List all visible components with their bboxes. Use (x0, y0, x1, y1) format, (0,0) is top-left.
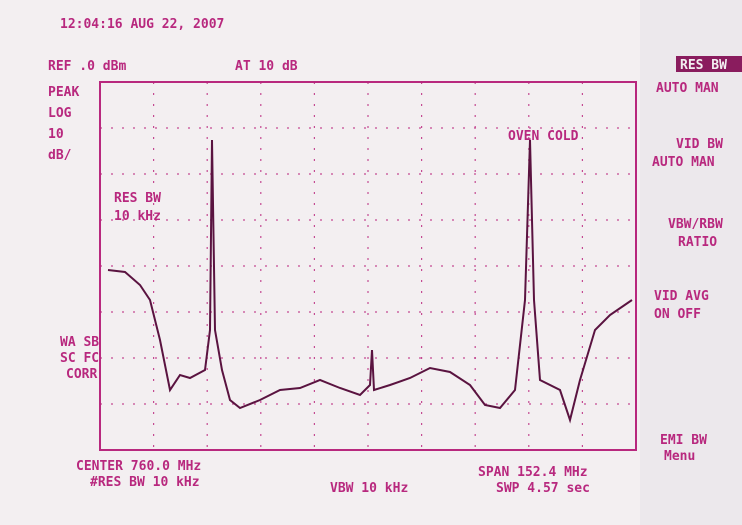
timestamp: 12:04:16 AUG 22, 2007 (60, 17, 224, 32)
softkey[interactable]: ON OFF (654, 307, 701, 322)
span: SPAN 152.4 MHz (478, 465, 588, 480)
softkey[interactable]: AUTO MAN (656, 81, 719, 96)
softkey-panel (640, 0, 742, 525)
trace (107, 139, 633, 424)
softkey[interactable]: Menu (664, 449, 695, 464)
scale: LOG (48, 106, 72, 121)
correction: CORR (66, 367, 97, 382)
res-bw-label: RES BW (114, 191, 161, 206)
detector: PEAK (48, 85, 79, 100)
softkey[interactable]: VBW/RBW (668, 217, 723, 232)
center-freq: CENTER 760.0 MHz (76, 459, 201, 474)
ref-level: REF .0 dBm (48, 59, 126, 74)
correction: WA SB (60, 335, 99, 350)
softkey[interactable]: RATIO (678, 235, 717, 250)
scale-value: 10 (48, 127, 64, 142)
graticule-border (99, 81, 637, 451)
softkey-highlight (676, 56, 742, 72)
status: OVEN COLD (508, 129, 579, 144)
softkey[interactable]: VID BW (676, 137, 723, 152)
res-bw-footer: #RES BW 10 kHz (90, 475, 200, 490)
res-bw-value: 10 kHz (114, 209, 161, 224)
softkey[interactable]: AUTO MAN (652, 155, 715, 170)
softkey[interactable]: RES BW (680, 58, 727, 73)
softkey[interactable]: VID AVG (654, 289, 709, 304)
softkey[interactable]: EMI BW (660, 433, 707, 448)
attenuation: AT 10 dB (235, 59, 298, 74)
vbw: VBW 10 kHz (330, 481, 408, 496)
correction: SC FC (60, 351, 99, 366)
scale-unit: dB/ (48, 148, 72, 163)
sweep: SWP 4.57 sec (496, 481, 590, 496)
grid (100, 82, 636, 450)
